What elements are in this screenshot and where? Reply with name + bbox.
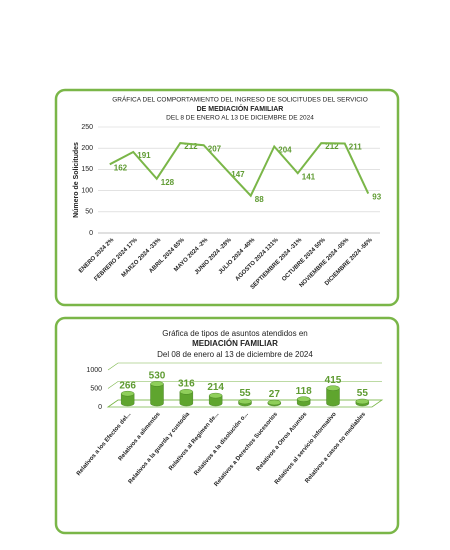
panel — [54, 316, 400, 535]
bar-top — [238, 398, 252, 405]
data-label: 415 — [325, 375, 342, 386]
data-label: 204 — [278, 146, 292, 155]
bar — [326, 387, 340, 407]
data-label: 118 — [296, 386, 313, 397]
data-label: 141 — [302, 172, 316, 181]
y-tick-label: 0 — [89, 230, 93, 237]
bar — [179, 391, 194, 407]
bar — [120, 393, 135, 407]
bar-top — [355, 398, 370, 405]
bar-top — [326, 385, 340, 391]
data-label: 191 — [137, 151, 151, 160]
data-label: 212 — [325, 142, 339, 151]
bar-top — [296, 396, 311, 402]
chart-period: Del 08 de enero al 13 de diciembre de 20… — [157, 350, 313, 359]
chart-subtitle: MEDIACIÓN FAMILIAR — [192, 339, 278, 348]
floor — [106, 399, 384, 408]
y-tick-label: 50 — [85, 209, 93, 216]
bar-top — [120, 390, 135, 397]
data-label: 55 — [357, 388, 369, 399]
y-tick-label: 200 — [81, 145, 93, 152]
data-label: 27 — [269, 389, 281, 400]
data-label: 266 — [119, 380, 136, 391]
data-label: 212 — [184, 142, 198, 151]
data-label: 316 — [178, 378, 195, 389]
chart-title: Gráfica de tipos de asuntos atendidos en — [162, 329, 307, 338]
chart-subtitle: DE MEDIACIÓN FAMILIAR — [197, 104, 284, 113]
bar-top — [208, 392, 223, 399]
data-label: 211 — [349, 143, 362, 152]
data-label: 530 — [149, 371, 166, 382]
bar — [150, 383, 164, 407]
data-label: 207 — [208, 144, 222, 153]
y-tick-label: 250 — [81, 124, 93, 131]
data-label: 162 — [114, 163, 128, 172]
data-label: 147 — [231, 170, 245, 179]
y-tick-label: 150 — [81, 166, 93, 173]
grid-line — [107, 362, 382, 371]
chart-title: GRÁFICA DEL COMPORTAMIENTO DEL INGRESO D… — [112, 95, 368, 104]
data-label: 214 — [207, 382, 224, 393]
bar-top — [267, 399, 282, 406]
bar-top — [179, 389, 194, 395]
data-label: 88 — [255, 195, 264, 204]
y-axis-title: Número de Solicitudes — [73, 142, 80, 218]
y-tick-label: 0 — [98, 404, 102, 411]
data-label: 55 — [239, 388, 251, 399]
data-label: 93 — [372, 193, 381, 202]
panel — [54, 88, 400, 307]
y-tick-label: 1000 — [86, 367, 102, 374]
line-series — [109, 142, 370, 198]
chart-period: DEL 8 DE ENERO AL 13 DE DICIEMBRE DE 202… — [166, 115, 314, 122]
bar — [208, 395, 223, 407]
y-tick-label: 100 — [81, 187, 93, 194]
bar-top — [150, 381, 164, 387]
data-label: 128 — [161, 178, 175, 187]
grid-line — [107, 381, 382, 389]
y-tick-label: 500 — [90, 385, 102, 392]
